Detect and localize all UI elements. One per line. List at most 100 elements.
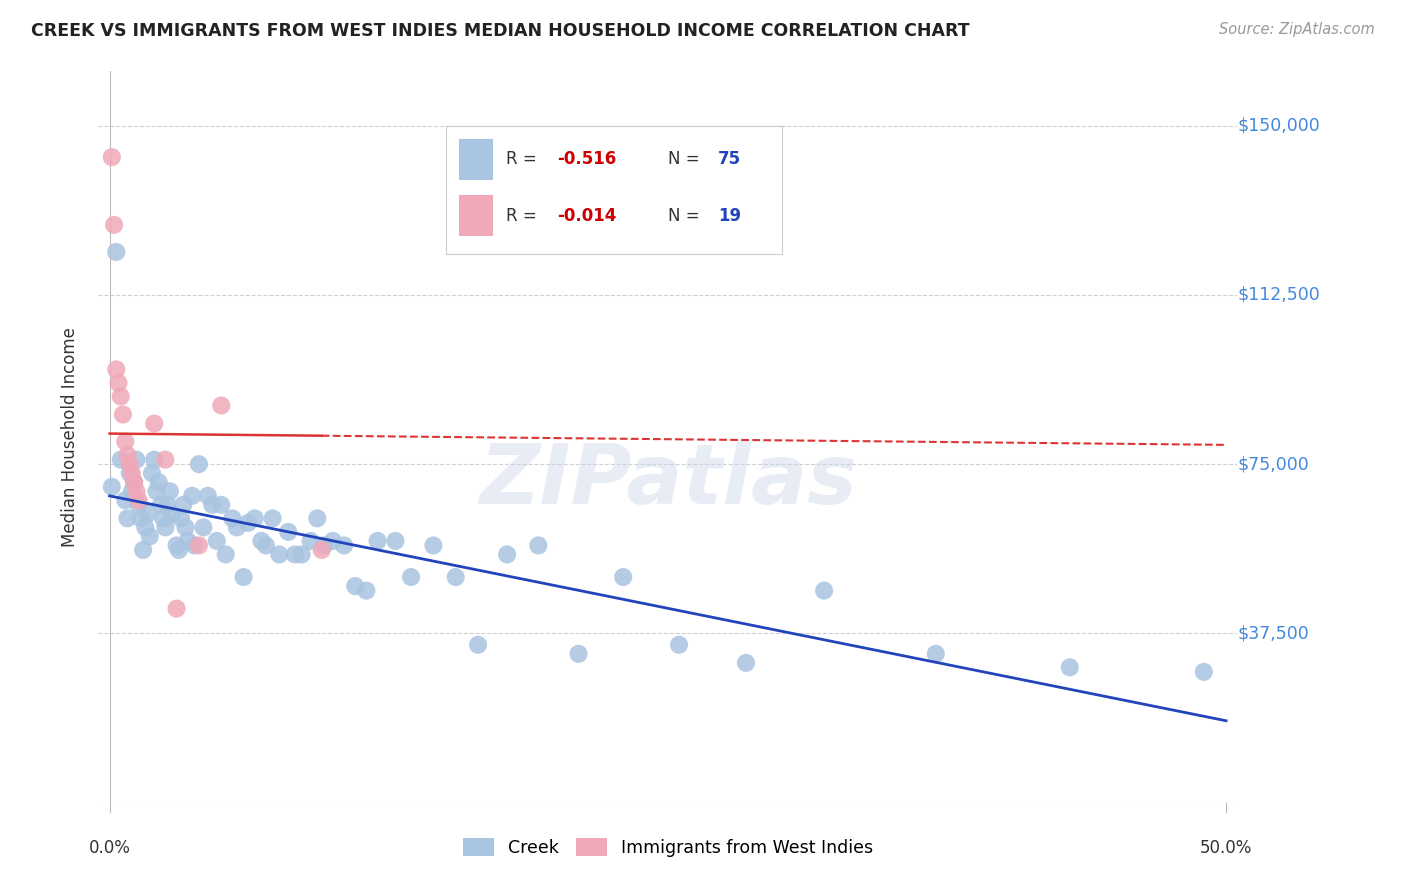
Point [145, 484, 167, 499]
Point [166, 601, 188, 615]
Point [143, 417, 166, 431]
Point [312, 538, 335, 552]
Point [236, 516, 259, 530]
Point [125, 452, 148, 467]
Point [143, 452, 166, 467]
Point [209, 498, 232, 512]
Point [668, 638, 690, 652]
Point [122, 475, 145, 490]
Point [101, 150, 124, 164]
Point [422, 538, 444, 552]
Point [107, 376, 129, 390]
Legend: Creek, Immigrants from West Indies: Creek, Immigrants from West Indies [456, 831, 880, 863]
Point [250, 533, 273, 548]
Point [148, 475, 170, 490]
Point [254, 538, 277, 552]
Point [121, 484, 143, 499]
Point [160, 507, 183, 521]
Point [101, 480, 124, 494]
Point [193, 520, 215, 534]
Text: CREEK VS IMMIGRANTS FROM WEST INDIES MEDIAN HOUSEHOLD INCOME CORRELATION CHART: CREEK VS IMMIGRANTS FROM WEST INDIES MED… [31, 22, 970, 40]
Point [344, 579, 367, 593]
Point [117, 448, 139, 462]
Point [166, 538, 188, 552]
Point [187, 457, 209, 471]
Point [174, 520, 197, 534]
Point [129, 511, 152, 525]
Point [177, 533, 200, 548]
Point [128, 498, 150, 512]
Point [215, 548, 238, 562]
Point [612, 570, 634, 584]
Point [114, 434, 136, 449]
Point [128, 493, 150, 508]
Point [232, 570, 254, 584]
Point [170, 511, 193, 525]
Point [322, 533, 344, 548]
Point [735, 656, 758, 670]
Point [291, 548, 314, 562]
Point [121, 466, 143, 480]
Point [262, 511, 284, 525]
Point [444, 570, 467, 584]
Point [139, 529, 162, 543]
Point [122, 475, 145, 490]
Point [110, 452, 132, 467]
Point [221, 511, 243, 525]
Point [118, 466, 141, 480]
Point [181, 489, 204, 503]
Text: 50.0%: 50.0% [1199, 838, 1253, 857]
Point [172, 498, 194, 512]
Point [1192, 665, 1215, 679]
Point [311, 543, 333, 558]
Point [132, 543, 155, 558]
Point [201, 498, 224, 512]
Point [243, 511, 266, 525]
Point [925, 647, 948, 661]
Point [117, 511, 139, 525]
Point [105, 362, 128, 376]
Point [399, 570, 422, 584]
Point [527, 538, 550, 552]
Point [269, 548, 291, 562]
Point [333, 538, 356, 552]
Point [205, 533, 228, 548]
Text: Source: ZipAtlas.com: Source: ZipAtlas.com [1219, 22, 1375, 37]
Text: $37,500: $37,500 [1237, 624, 1309, 642]
Text: 0.0%: 0.0% [89, 838, 131, 857]
Point [307, 511, 329, 525]
Point [149, 498, 172, 512]
Point [197, 489, 219, 503]
Text: ZIPatlas: ZIPatlas [479, 441, 856, 522]
Point [152, 511, 174, 525]
Point [125, 484, 148, 499]
Point [467, 638, 489, 652]
Point [118, 457, 141, 471]
Point [103, 218, 125, 232]
Point [183, 538, 205, 552]
Point [813, 583, 835, 598]
Text: $150,000: $150,000 [1237, 117, 1320, 135]
Point [167, 543, 190, 558]
Point [384, 533, 406, 548]
Point [110, 389, 132, 403]
Text: $75,000: $75,000 [1237, 455, 1309, 473]
Point [567, 647, 589, 661]
Point [496, 548, 519, 562]
Point [155, 452, 177, 467]
Point [156, 498, 179, 512]
Point [187, 538, 209, 552]
Point [134, 520, 156, 534]
Point [159, 484, 181, 499]
Text: $112,500: $112,500 [1237, 285, 1320, 304]
Point [1059, 660, 1081, 674]
Point [209, 399, 232, 413]
Text: Median Household Income: Median Household Income [60, 327, 79, 547]
Point [277, 524, 299, 539]
Point [136, 507, 159, 521]
Point [284, 548, 307, 562]
Point [225, 520, 247, 534]
Point [114, 493, 136, 508]
Point [111, 408, 134, 422]
Point [141, 466, 163, 480]
